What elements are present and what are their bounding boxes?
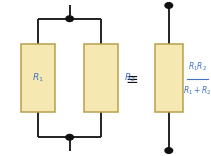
- Bar: [84, 44, 118, 112]
- Circle shape: [66, 16, 73, 22]
- Circle shape: [66, 134, 73, 140]
- Text: $R_1+R_2$: $R_1+R_2$: [183, 84, 211, 97]
- Bar: [21, 44, 55, 112]
- Circle shape: [165, 3, 173, 8]
- Text: $R_1$: $R_1$: [32, 72, 44, 84]
- Text: $\equiv$: $\equiv$: [123, 71, 139, 85]
- Circle shape: [165, 148, 173, 153]
- Text: $R_2$: $R_2$: [124, 72, 136, 84]
- Text: $R_1R_2$: $R_1R_2$: [188, 60, 207, 73]
- Bar: [155, 44, 183, 112]
